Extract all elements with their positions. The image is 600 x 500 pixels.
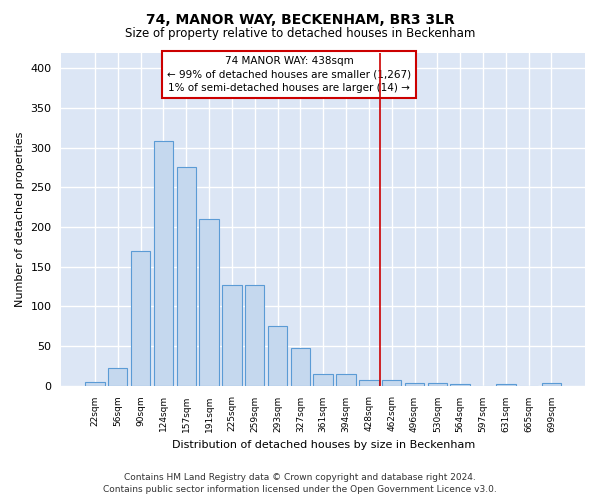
Bar: [382, 380, 401, 386]
Text: 74, MANOR WAY, BECKENHAM, BR3 3LR: 74, MANOR WAY, BECKENHAM, BR3 3LR: [146, 12, 454, 26]
Bar: [108, 368, 127, 386]
Bar: [496, 384, 515, 386]
Bar: [222, 285, 242, 386]
Bar: [542, 383, 561, 386]
Text: 74 MANOR WAY: 438sqm
← 99% of detached houses are smaller (1,267)
1% of semi-det: 74 MANOR WAY: 438sqm ← 99% of detached h…: [167, 56, 411, 93]
Bar: [131, 251, 150, 386]
Bar: [154, 142, 173, 386]
Bar: [176, 168, 196, 386]
Text: Size of property relative to detached houses in Beckenham: Size of property relative to detached ho…: [125, 28, 475, 40]
Bar: [245, 285, 265, 386]
Bar: [451, 384, 470, 386]
Bar: [85, 382, 104, 386]
Y-axis label: Number of detached properties: Number of detached properties: [15, 132, 25, 306]
Bar: [199, 219, 219, 386]
Bar: [313, 374, 333, 386]
Bar: [405, 383, 424, 386]
X-axis label: Distribution of detached houses by size in Beckenham: Distribution of detached houses by size …: [172, 440, 475, 450]
Bar: [359, 380, 379, 386]
Bar: [337, 374, 356, 386]
Bar: [290, 348, 310, 386]
Text: Contains HM Land Registry data © Crown copyright and database right 2024.
Contai: Contains HM Land Registry data © Crown c…: [103, 472, 497, 494]
Bar: [428, 383, 447, 386]
Bar: [268, 326, 287, 386]
